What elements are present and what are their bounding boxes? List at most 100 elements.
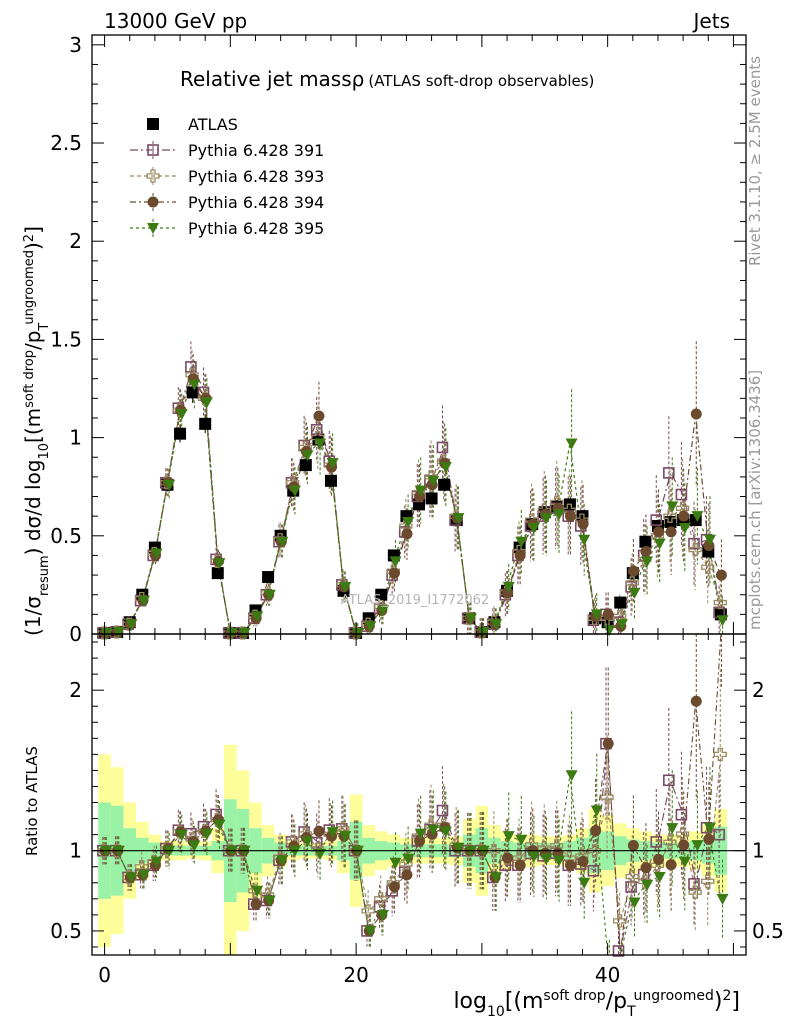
pythia-6-428-395-point bbox=[615, 619, 628, 631]
pythia-6-428-395-point bbox=[376, 605, 389, 617]
pythia-6-428-394-ratio-point bbox=[388, 881, 400, 893]
pythia-6-428-391-point bbox=[185, 361, 197, 373]
pythia-6-428-395-ratio-point bbox=[427, 824, 440, 836]
pythia-6-428-395-ratio-point bbox=[553, 855, 566, 867]
pythia-6-428-395-point bbox=[477, 627, 490, 639]
pythia-6-428-395-ratio-point bbox=[452, 842, 465, 854]
pythia-6-428-394-point bbox=[502, 587, 514, 599]
y-tick-label: 2.5 bbox=[50, 131, 82, 155]
pythia-6-428-395-ratio-point bbox=[666, 823, 679, 835]
pythia-6-428-395-point bbox=[628, 587, 641, 599]
pythia-6-428-395-point bbox=[590, 609, 603, 621]
pythia-6-428-395-point bbox=[666, 501, 679, 513]
pythia-6-428-395-ratio-point bbox=[276, 855, 289, 867]
pythia-6-428-395-point bbox=[527, 522, 540, 534]
pythia-6-428-395-ratio-point bbox=[364, 925, 377, 937]
pythia-6-428-395-point bbox=[402, 517, 415, 529]
pythia-6-428-395-point bbox=[553, 509, 566, 521]
pythia-6-428-393-point bbox=[713, 595, 727, 610]
pythia-6-428-395-point bbox=[703, 534, 716, 546]
pythia-6-428-395-ratio-point bbox=[502, 831, 515, 843]
ratio-y-tick-label-right: 0.5 bbox=[752, 919, 784, 943]
pythia-6-428-394-point bbox=[627, 565, 639, 577]
pythia-6-428-395-point bbox=[288, 485, 301, 497]
pythia-6-428-395-ratio-point bbox=[402, 853, 415, 865]
pythia-6-428-394-ratio-line bbox=[104, 633, 722, 956]
atlas-point bbox=[186, 386, 199, 399]
atlas-point bbox=[425, 492, 438, 505]
pythia-6-428-391-ratio-point bbox=[436, 804, 449, 817]
pythia-6-428-391-point bbox=[310, 423, 323, 436]
pythia-6-428-394-ratio-point bbox=[627, 839, 639, 851]
pythia-6-428-395-ratio-point bbox=[200, 829, 213, 841]
chart-subtitle: (ATLAS soft-drop observables) bbox=[368, 72, 594, 90]
legend-marker-atlas bbox=[147, 118, 159, 130]
pythia-6-428-395-ratio-point bbox=[703, 822, 716, 834]
axis-ticks: 0 20 40 0 0.5 1 1.5 2 2.5 3 0.5 0.5 1 1 2 2 bbox=[50, 33, 784, 987]
legend-label-atlas: ATLAS bbox=[188, 115, 238, 134]
pythia-6-428-395-point bbox=[263, 589, 276, 601]
pythia-6-428-395-ratio-point bbox=[565, 770, 578, 782]
atlas-point bbox=[614, 596, 627, 609]
pythia-6-428-394-ratio-point bbox=[313, 825, 325, 837]
atlas-point bbox=[438, 478, 451, 491]
pythia-6-428-395-ratio-point bbox=[716, 893, 729, 905]
pythia-6-428-395-point bbox=[112, 627, 125, 639]
pythia-6-428-394-point bbox=[313, 410, 325, 422]
x-axis-label: log10[(msoft drop/pTungroomed)2] bbox=[453, 988, 740, 1020]
pythia-6-428-391-ratio-point bbox=[310, 836, 323, 849]
pythia-6-428-393-point bbox=[688, 542, 702, 557]
pythia-6-428-394-point bbox=[653, 526, 665, 538]
pythia-6-428-395-ratio-point bbox=[326, 827, 339, 839]
atlas-point bbox=[174, 427, 187, 440]
pythia-6-428-395-point bbox=[414, 485, 427, 497]
y-tick-label: 3 bbox=[69, 33, 82, 57]
pythia-6-428-395-ratio-point bbox=[150, 856, 163, 868]
pythia-6-428-395-point bbox=[578, 534, 591, 546]
y-axis-label: (1/σresum) dσ/d log10[(msoft drop/pTungr… bbox=[21, 226, 52, 636]
chart-title: Relative jet massρ (ATLAS soft-drop obser… bbox=[180, 67, 594, 91]
pythia-6-428-395-ratio-point bbox=[641, 879, 654, 891]
pythia-6-428-394-point bbox=[577, 518, 589, 530]
header-right: Jets bbox=[692, 9, 730, 33]
pythia-6-428-393-ratio-point bbox=[374, 892, 388, 906]
pythia-6-428-391-ratio-point bbox=[675, 808, 688, 821]
rivet-version-label: Rivet 3.1.10, ≥ 2.5M events bbox=[746, 56, 764, 266]
pythia-6-428-395-ratio-point bbox=[389, 857, 402, 869]
pythia-6-428-394-ratio-point bbox=[665, 859, 677, 871]
pythia-6-428-395-ratio-point bbox=[125, 872, 138, 884]
pythia-6-428-394-ratio-point bbox=[653, 853, 665, 865]
pythia-6-428-394-ratio-point bbox=[502, 852, 514, 864]
pythia-6-428-393-ratio-point bbox=[361, 904, 375, 918]
legend-marker-pythia-6-428-395 bbox=[147, 223, 159, 234]
pythia-6-428-394-point bbox=[514, 549, 526, 561]
atlas-point bbox=[324, 474, 337, 487]
pythia-6-428-395-ratio-point bbox=[590, 805, 603, 817]
pythia-6-428-395-point bbox=[188, 379, 201, 391]
legend-label-pythia-6-428-394: Pythia 6.428 394 bbox=[188, 193, 324, 212]
pythia-6-428-395-ratio-point bbox=[439, 826, 452, 838]
ratio-y-tick-label-right: 1 bbox=[752, 839, 765, 863]
atlas-point bbox=[211, 567, 224, 580]
pythia-6-428-395-point bbox=[163, 479, 176, 491]
pythia-6-428-394-point bbox=[414, 491, 426, 503]
pythia-6-428-394-point bbox=[401, 528, 413, 540]
chart-title-main: Relative jet massρ bbox=[180, 67, 364, 91]
ratio-y-tick-label-right: 2 bbox=[752, 678, 765, 702]
ratio-y-axis-label: Ratio to ATLAS bbox=[23, 746, 41, 856]
pythia-6-428-395-ratio-point bbox=[213, 819, 226, 831]
x-tick-label: 40 bbox=[595, 963, 620, 987]
pythia-6-428-394-ratio-point bbox=[602, 738, 614, 750]
pythia-6-428-395-ratio-point bbox=[188, 840, 201, 852]
pythia-6-428-394-point bbox=[715, 569, 727, 581]
pythia-6-428-395-ratio-point bbox=[653, 871, 666, 883]
pythia-6-428-394-point bbox=[690, 408, 702, 420]
y-tick-label: 2 bbox=[69, 229, 82, 253]
pythia-6-428-394-ratio-point bbox=[577, 855, 589, 867]
pythia-6-428-395-point bbox=[540, 513, 553, 525]
legend: ATLAS Pythia 6.428 391 Pythia 6.428 393 Pyt… bbox=[130, 115, 324, 238]
pythia-6-428-395-point bbox=[452, 513, 465, 525]
pythia-6-428-395-point bbox=[716, 615, 729, 627]
pythia-6-428-395-point bbox=[678, 522, 691, 534]
